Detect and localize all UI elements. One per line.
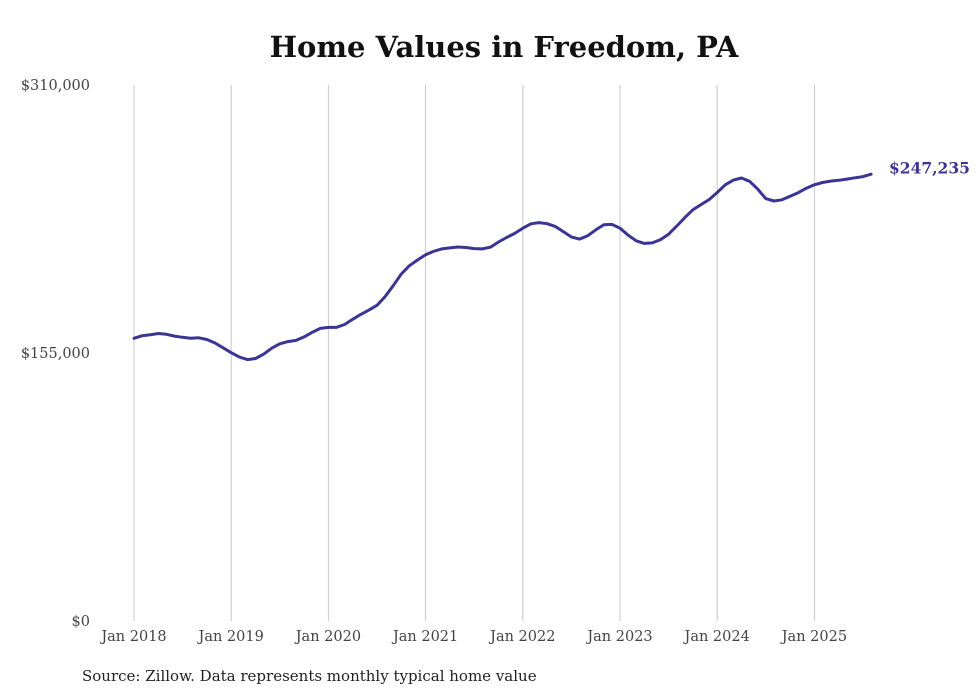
- grid-lines: [133, 85, 815, 621]
- chart-title: Home Values in Freedom, PA: [269, 30, 739, 64]
- end-value-layer: $247,235: [889, 159, 970, 178]
- x-tick-label: Jan 2024: [683, 629, 750, 645]
- series-layer: [132, 172, 873, 362]
- x-tick-label: Jan 2020: [294, 629, 361, 645]
- x-axis-tick-labels: Jan 2018 Jan 2019 Jan 2020 Jan 2021 Jan 2022…: [99, 629, 847, 645]
- x-tick-label: Jan 2019: [197, 629, 264, 645]
- x-tick-label: Jan 2023: [585, 629, 652, 645]
- source-note: Source: Zillow. Data represents monthly …: [82, 667, 537, 685]
- y-tick-label: $310,000: [21, 78, 90, 94]
- end-value-label: $247,235: [889, 159, 970, 178]
- y-tick-label: $155,000: [21, 346, 90, 362]
- x-tick-label: Jan 2018: [99, 629, 166, 645]
- x-tick-label: Jan 2021: [391, 629, 458, 645]
- y-tick-label: $0: [72, 614, 90, 630]
- x-tick-label: Jan 2022: [488, 629, 555, 645]
- y-axis-tick-labels: $0 $155,000 $310,000: [21, 78, 90, 630]
- series-line: [132, 172, 873, 362]
- x-tick-label: Jan 2025: [780, 629, 847, 645]
